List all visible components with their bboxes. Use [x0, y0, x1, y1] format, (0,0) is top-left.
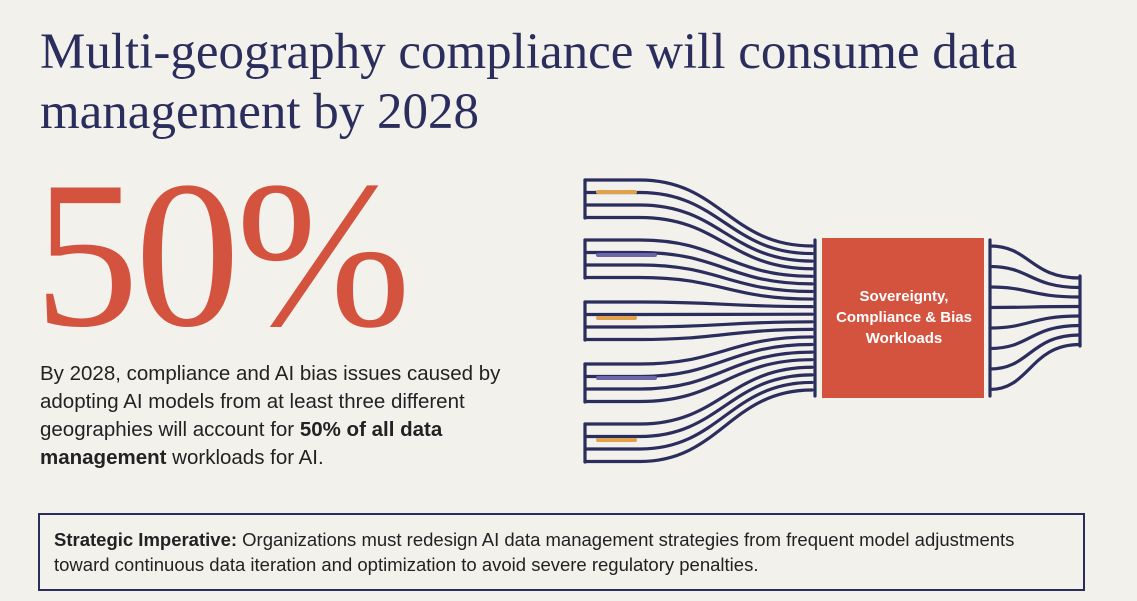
connector-line [583, 373, 814, 439]
connector-line [988, 323, 1082, 351]
connector-line [583, 263, 814, 294]
connector-line [583, 203, 814, 263]
callout-text: Organizations must redesign AI data mana… [54, 529, 1015, 575]
description-segment: workloads for AI. [166, 446, 324, 469]
connector-line [583, 335, 814, 366]
connector-line [583, 365, 814, 426]
connector-line [583, 190, 814, 256]
connector-lines [583, 178, 1082, 464]
connector-line [988, 244, 1082, 280]
connector-line [583, 250, 814, 286]
connector-line [583, 275, 814, 301]
connector-line [988, 285, 1082, 299]
connector-line [583, 388, 814, 464]
description-segment: 50% of all data management [40, 418, 443, 469]
connector-line [583, 238, 814, 278]
connector-line [988, 333, 1082, 371]
connector-line [583, 380, 814, 451]
connector-line [583, 178, 814, 248]
callout-label: Strategic Imperative: [54, 529, 238, 550]
description: By 2028, compliance and AI bias issues c… [40, 360, 540, 472]
title: Multi-geography compliance will consume … [40, 24, 1018, 140]
connector-line [583, 350, 814, 391]
workload-box [822, 238, 984, 398]
connector-line [988, 264, 1082, 290]
connector-line [583, 320, 814, 329]
box-label: Sovereignty, Compliance & Bias Workloads [836, 288, 972, 347]
connector-line [583, 300, 814, 309]
connector-line [583, 327, 814, 342]
headline-stat: 50% [34, 139, 411, 371]
connector-line [988, 342, 1082, 392]
description-segment: By 2028, compliance and AI bias issues c… [40, 362, 501, 441]
connector-line [988, 304, 1082, 310]
connector-line [583, 215, 814, 271]
callout: Strategic Imperative: Organizations must… [38, 513, 1085, 591]
connector-line [988, 314, 1082, 330]
connector-line [583, 358, 814, 404]
